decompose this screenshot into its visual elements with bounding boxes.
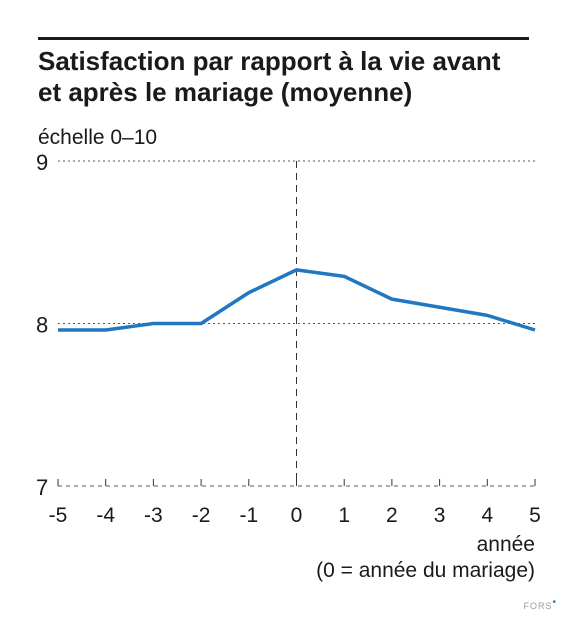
x-tick-label-2: 2 <box>386 504 398 527</box>
x-tick-label--5: -5 <box>49 504 68 527</box>
x-axis-label: année <box>477 533 535 556</box>
chart-title-line-2: et après le mariage (moyenne) <box>38 77 413 107</box>
brand-logo: FORS• <box>523 597 557 611</box>
y-tick-label-9: 9 <box>36 150 48 175</box>
x-tick-label-0: 0 <box>291 504 303 527</box>
y-tick-label-8: 8 <box>36 313 48 338</box>
x-tick-label-1: 1 <box>338 504 350 527</box>
brand-dot-icon: • <box>552 597 557 608</box>
x-tick-label--2: -2 <box>192 504 211 527</box>
chart-title-line-1: Satisfaction par rapport à la vie avant <box>38 46 501 76</box>
y-tick-label-7: 7 <box>36 475 48 500</box>
y-axis-label: échelle 0–10 <box>38 126 158 149</box>
x-tick-label-4: 4 <box>481 504 493 527</box>
x-tick-label--3: -3 <box>144 504 163 527</box>
title-rule <box>38 37 529 40</box>
x-tick-label--4: -4 <box>96 504 115 527</box>
x-tick-label-3: 3 <box>434 504 446 527</box>
x-tick-label-5: 5 <box>529 504 541 527</box>
x-axis-note: (0 = année du mariage) <box>316 559 535 582</box>
chart-title: Satisfaction par rapport à la vie avant … <box>38 46 538 108</box>
x-tick-label--1: -1 <box>239 504 258 527</box>
